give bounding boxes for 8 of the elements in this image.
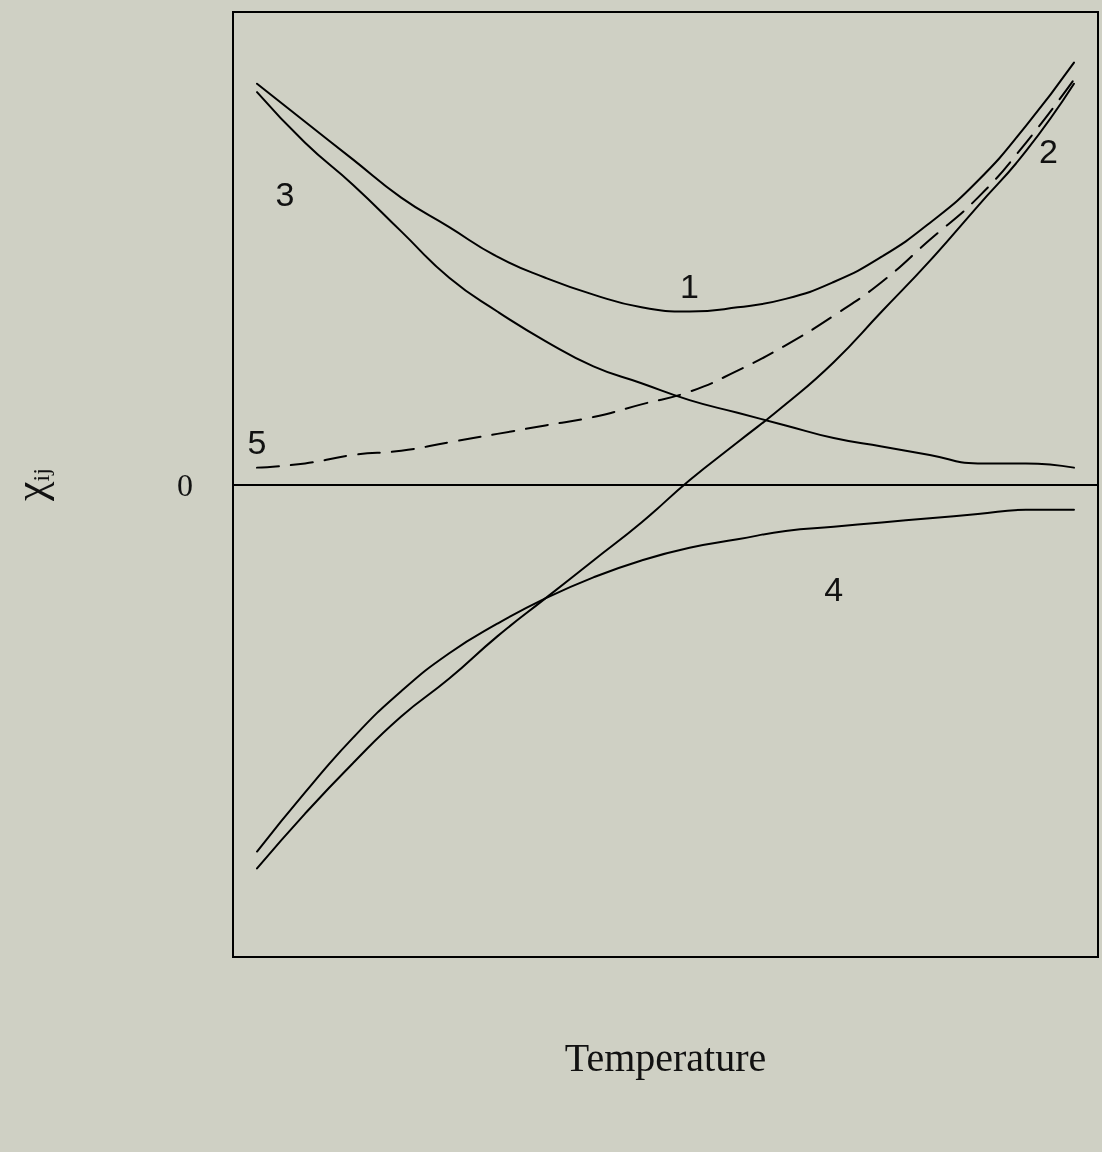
series-label: 1 <box>680 266 699 305</box>
series-label: 3 <box>275 175 295 214</box>
ref-line-label: 0 <box>177 466 193 503</box>
y-axis-title: χij <box>5 468 55 502</box>
x-axis-title: Temperature <box>564 1034 767 1080</box>
series-label: 5 <box>247 422 267 461</box>
series-label: 2 <box>1038 132 1058 171</box>
series-label: 4 <box>824 569 844 608</box>
